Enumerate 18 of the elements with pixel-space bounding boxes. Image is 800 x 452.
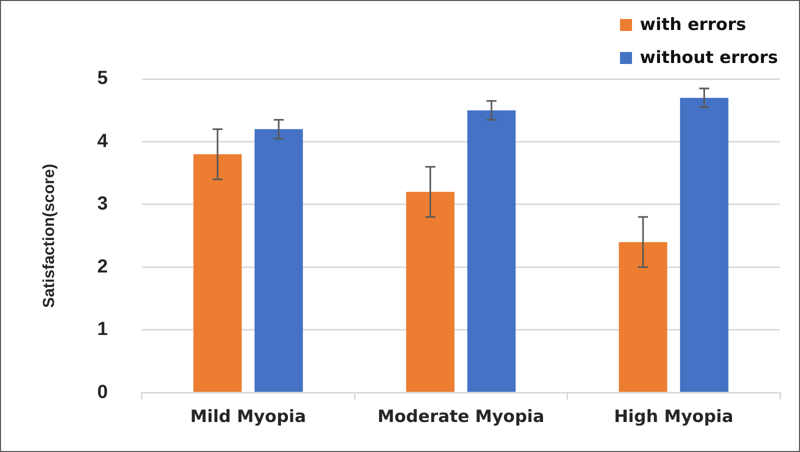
y-tick-label: 3 xyxy=(97,194,108,215)
legend-label: without errors xyxy=(640,48,778,68)
y-tick-label: 2 xyxy=(97,256,108,278)
y-tick-label: 0 xyxy=(97,382,108,403)
legend-label: with errors xyxy=(640,14,746,34)
bar xyxy=(406,192,454,392)
y-axis-title: Satisfaction(score) xyxy=(41,164,58,308)
x-tick-label: Mild Myopia xyxy=(190,407,306,428)
bar xyxy=(193,154,242,392)
x-tick-label: Moderate Myopia xyxy=(377,407,544,428)
y-tick-label: 1 xyxy=(97,319,108,340)
bar xyxy=(618,242,668,392)
bar xyxy=(680,98,728,392)
y-tick-label: 4 xyxy=(97,130,108,152)
x-tick-label: High Myopia xyxy=(614,407,734,428)
bar xyxy=(254,129,303,392)
bar xyxy=(467,110,516,392)
y-tick-label: 5 xyxy=(97,68,108,90)
